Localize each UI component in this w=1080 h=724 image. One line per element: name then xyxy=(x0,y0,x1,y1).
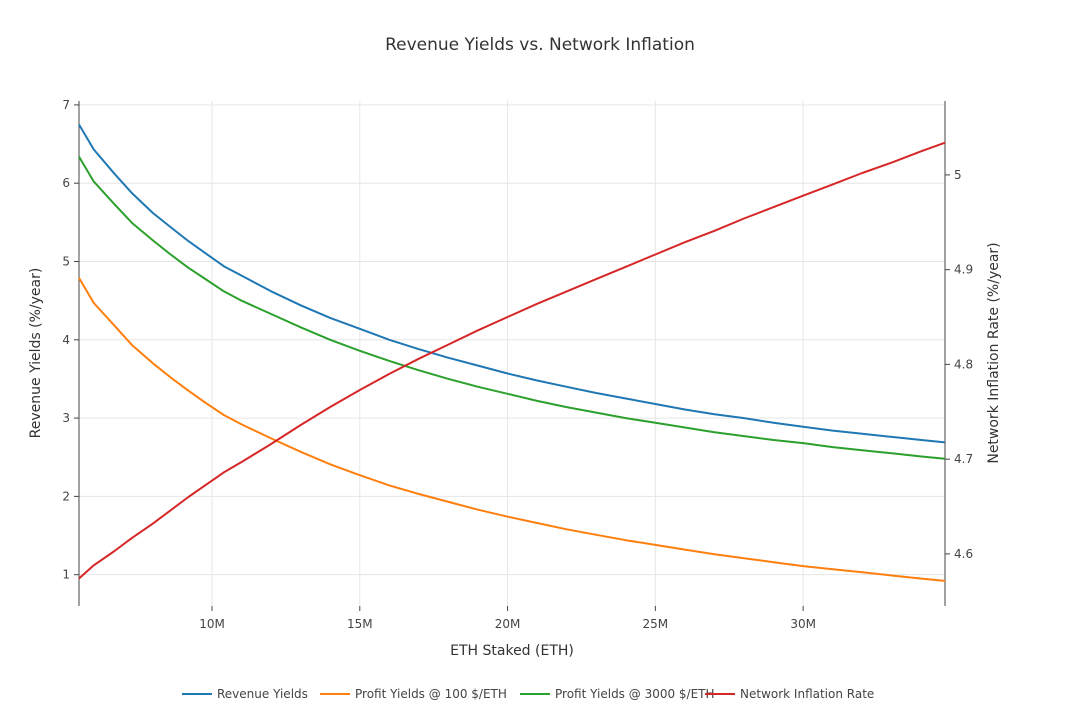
y-tick-label: 5 xyxy=(62,255,70,269)
ticks-layer: 10M 15M 20M 25M 30M 1 2 3 4 5 6 7 4.6 4.7 4.8 4.9 5 xyxy=(62,98,973,631)
x-tick-label: 25M xyxy=(643,617,669,631)
legend-item: Profit Yields @ 100 $/ETH xyxy=(320,687,507,701)
series-line-profit-yields-100-eth xyxy=(78,277,946,582)
chart-title: Revenue Yields vs. Network Inflation xyxy=(385,35,695,55)
x-tick-label: 10M xyxy=(199,617,225,631)
y-tick-label: 7 xyxy=(62,98,70,112)
x-tick-label: 30M xyxy=(790,617,816,631)
y-tick-label: 6 xyxy=(62,176,70,190)
y2-tick-label: 4.7 xyxy=(954,452,973,466)
series-line-network-inflation-rate xyxy=(78,141,946,580)
x-tick-label: 15M xyxy=(347,617,373,631)
legend-label: Network Inflation Rate xyxy=(740,687,874,701)
legend-label: Profit Yields @ 100 $/ETH xyxy=(355,687,507,701)
legend-label: Revenue Yields xyxy=(217,687,308,701)
grid-layer xyxy=(79,101,945,606)
y-tick-label: 1 xyxy=(62,568,70,582)
y2-tick-label: 4.9 xyxy=(954,263,973,277)
x-axis-label: ETH Staked (ETH) xyxy=(450,643,574,659)
y-tick-label: 2 xyxy=(62,489,70,503)
y-axis-label: Revenue Yields (%/year) xyxy=(28,268,44,439)
axes-layer xyxy=(78,101,946,606)
legend: Revenue Yields Profit Yields @ 100 $/ETH P… xyxy=(182,687,874,701)
y2-axis-label: Network Inflation Rate (%/year) xyxy=(986,242,1002,463)
legend-item: Network Inflation Rate xyxy=(705,687,874,701)
legend-label: Profit Yields @ 3000 $/ETH xyxy=(555,687,715,701)
x-tick-label: 20M xyxy=(495,617,521,631)
series-line-revenue-yields xyxy=(78,123,946,444)
y2-tick-label: 5 xyxy=(954,168,962,182)
legend-item: Revenue Yields xyxy=(182,687,308,701)
y2-tick-label: 4.8 xyxy=(954,357,973,371)
legend-item: Profit Yields @ 3000 $/ETH xyxy=(520,687,715,701)
y-tick-label: 4 xyxy=(62,333,70,347)
series-line-profit-yields-3000-eth xyxy=(78,156,946,460)
y2-tick-label: 4.6 xyxy=(954,547,973,561)
y-tick-label: 3 xyxy=(62,411,70,425)
series-layer xyxy=(78,123,946,582)
